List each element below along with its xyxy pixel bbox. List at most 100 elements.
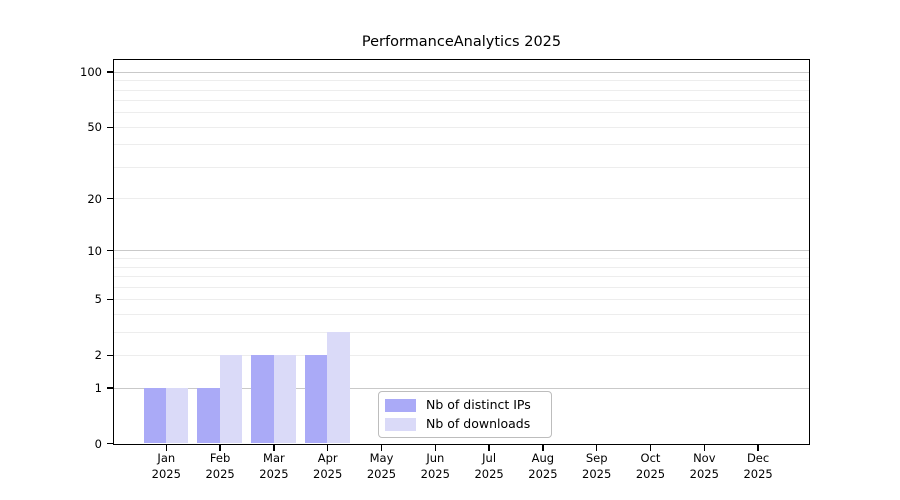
x-tick-mark xyxy=(542,445,544,451)
gridline-minor xyxy=(114,275,809,277)
x-tick-label: Feb 2025 xyxy=(188,451,252,482)
bar-nb-of-downloads-apr xyxy=(327,331,350,444)
y-tick-mark xyxy=(106,354,113,356)
x-tick-mark xyxy=(380,445,383,451)
gridline-minor xyxy=(114,286,809,288)
x-tick-year: 2025 xyxy=(743,466,773,481)
gridline-minor xyxy=(114,112,809,114)
x-tick-mark xyxy=(273,445,275,451)
gridline-minor xyxy=(114,313,809,315)
bar-nb-of-downloads-jan xyxy=(166,387,189,444)
gridline-minor xyxy=(114,126,809,128)
x-tick-year: 2025 xyxy=(366,466,397,481)
bar-nb-of-downloads-mar xyxy=(273,354,296,444)
bar-nb-of-distinct-ips-feb xyxy=(197,387,220,444)
x-tick-month: Jun xyxy=(426,451,445,465)
gridline-minor xyxy=(114,89,809,91)
x-tick-month: Feb xyxy=(209,451,231,465)
x-tick-year: 2025 xyxy=(205,466,235,481)
y-tick-mark xyxy=(106,387,113,389)
gridline-minor xyxy=(114,354,809,356)
gridline-minor xyxy=(114,144,809,146)
legend: Nb of distinct IPs Nb of downloads xyxy=(378,391,552,438)
gridline-minor xyxy=(114,266,809,268)
y-tick-mark xyxy=(106,71,113,73)
x-tick-label: Dec 2025 xyxy=(726,451,790,482)
x-tick-mark xyxy=(757,445,759,451)
x-tick-year: 2025 xyxy=(528,466,558,481)
gridline-major xyxy=(114,250,809,252)
x-tick-month: Sep xyxy=(585,451,608,465)
bar-nb-of-distinct-ips-jan xyxy=(143,387,166,444)
x-tick-year: 2025 xyxy=(313,466,343,481)
y-tick-mark xyxy=(106,443,113,445)
x-tick-label: Mar 2025 xyxy=(242,451,306,482)
legend-swatch xyxy=(385,398,416,412)
x-tick-label: Apr 2025 xyxy=(296,451,360,482)
x-tick-mark xyxy=(488,445,490,451)
y-tick-label: 50 xyxy=(87,120,102,135)
x-tick-month: Oct xyxy=(640,451,661,465)
bar-nb-of-downloads-feb xyxy=(219,354,243,444)
gridline-minor xyxy=(114,100,809,102)
legend-label: Nb of downloads xyxy=(426,416,531,431)
x-tick-label: Aug 2025 xyxy=(511,451,575,482)
legend-item-downloads: Nb of downloads xyxy=(385,417,551,431)
x-tick-month: May xyxy=(369,451,394,465)
gridline-major xyxy=(114,387,809,389)
x-tick-month: Mar xyxy=(263,451,285,465)
x-tick-mark xyxy=(649,445,652,451)
gridline-minor xyxy=(114,80,809,82)
x-tick-year: 2025 xyxy=(635,466,666,481)
x-tick-year: 2025 xyxy=(151,466,181,481)
x-tick-label: Oct 2025 xyxy=(619,451,683,482)
x-tick-label: Jun 2025 xyxy=(403,451,467,482)
x-tick-label: May 2025 xyxy=(350,451,414,482)
y-tick-mark xyxy=(106,126,113,128)
y-tick-mark xyxy=(106,298,113,301)
chart-title: PerformanceAnalytics 2025 xyxy=(361,34,562,50)
bar-nb-of-distinct-ips-mar xyxy=(251,354,274,444)
x-tick-label: Jul 2025 xyxy=(457,451,521,482)
x-tick-month: Aug xyxy=(531,451,555,465)
y-tick-mark xyxy=(106,197,113,200)
x-tick-mark xyxy=(703,445,705,451)
y-tick-mark xyxy=(106,249,113,252)
gridline-minor xyxy=(114,299,809,301)
gridline-minor xyxy=(114,198,809,200)
y-tick-label: 5 xyxy=(94,292,102,307)
x-tick-mark xyxy=(219,445,221,451)
x-tick-month: Apr xyxy=(317,451,338,465)
x-tick-year: 2025 xyxy=(259,466,289,481)
x-tick-year: 2025 xyxy=(474,466,504,481)
plot-area xyxy=(113,59,810,445)
y-tick-label: 2 xyxy=(94,348,102,363)
x-tick-month: Dec xyxy=(746,451,770,465)
bar-nb-of-distinct-ips-apr xyxy=(305,354,328,444)
y-tick-label: 0 xyxy=(94,436,102,451)
x-tick-label: Nov 2025 xyxy=(672,451,736,482)
y-tick-label: 100 xyxy=(80,65,102,80)
legend-item-distinct-ips: Nb of distinct IPs xyxy=(385,398,551,412)
x-tick-label: Jan 2025 xyxy=(134,451,198,482)
y-tick-label: 10 xyxy=(87,243,102,258)
x-tick-mark xyxy=(165,445,167,451)
gridline-minor xyxy=(114,331,809,333)
x-tick-year: 2025 xyxy=(689,466,719,481)
y-tick-label: 1 xyxy=(94,380,102,395)
x-tick-mark xyxy=(596,445,598,451)
x-tick-month: Nov xyxy=(693,451,716,465)
gridline-minor xyxy=(114,166,809,168)
x-tick-mark xyxy=(434,445,436,451)
x-tick-year: 2025 xyxy=(420,466,450,481)
gridline-major xyxy=(114,71,809,73)
x-tick-mark xyxy=(327,445,329,451)
x-tick-month: Jan xyxy=(157,451,176,465)
x-tick-year: 2025 xyxy=(582,466,612,481)
legend-label: Nb of distinct IPs xyxy=(426,397,531,412)
x-tick-label: Sep 2025 xyxy=(565,451,629,482)
x-tick-month: Jul xyxy=(482,451,497,465)
gridline-minor xyxy=(114,258,809,260)
legend-swatch xyxy=(385,417,416,431)
